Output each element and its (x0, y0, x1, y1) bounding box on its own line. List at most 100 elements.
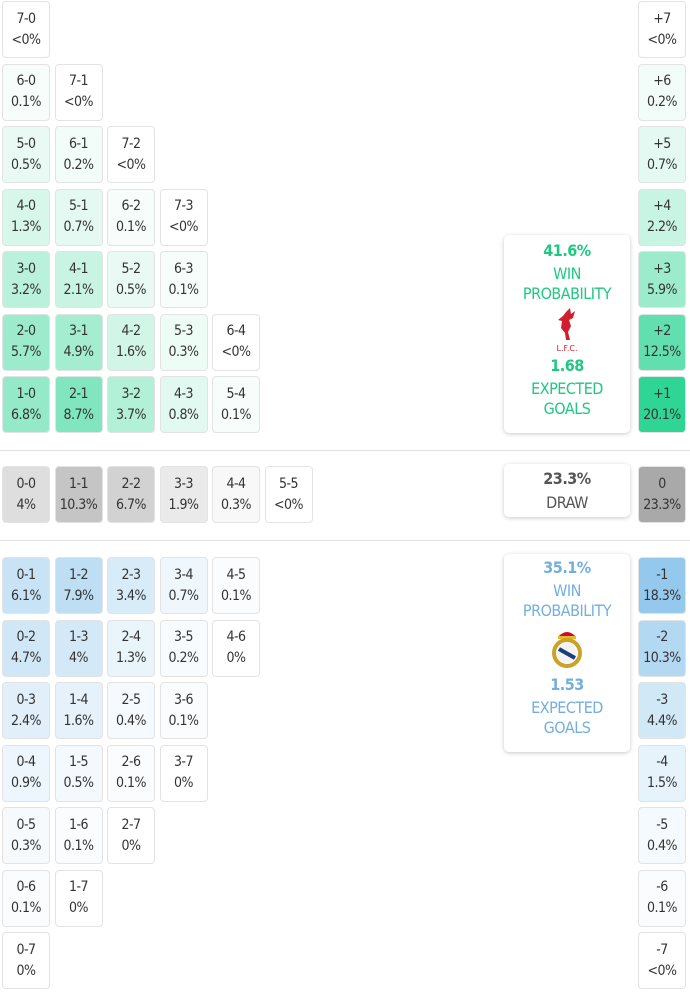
home-xg-label: EXPECTED (531, 379, 603, 398)
probability: 0.5% (116, 281, 147, 298)
probability: <0% (168, 219, 199, 235)
probability: 18.3% (643, 587, 681, 604)
draw-summary-card: 23.3% DRAW (504, 464, 630, 517)
home-win-label: WIN (553, 264, 581, 283)
probability: 0.8% (168, 406, 200, 423)
home-margin-cell: +5 0.7% (638, 126, 686, 183)
probability: 0.5% (63, 775, 95, 791)
probability: 0.4% (647, 837, 678, 854)
away-score-cell: 2-3 3.4% (107, 557, 155, 614)
probability: 0.1% (63, 837, 95, 854)
scoreline: 0-3 (16, 691, 36, 708)
scoreline: 3-1 (68, 323, 89, 339)
home-score-cell: 5-1 0.7% (54, 188, 103, 246)
probability: 10.3% (643, 650, 681, 666)
home-score-cell: 5-2 0.5% (107, 251, 155, 308)
probability: 4.7% (11, 650, 42, 666)
home-score-cell: 6-1 0.2% (54, 126, 103, 183)
probability: 0% (174, 775, 193, 791)
away-margin-cell: -3 4.4% (638, 682, 686, 739)
away-score-cell: 3-5 0.2% (159, 619, 208, 677)
scoreline: -7 (656, 941, 668, 958)
probability: 0.3% (221, 496, 252, 513)
away-score-cell: 0-3 2.4% (2, 682, 50, 739)
home-win-label-2: PROBABILITY (522, 284, 612, 303)
scoreline: 2-0 (16, 323, 36, 339)
scoreline: 3-5 (173, 629, 194, 645)
scoreline: 6-0 (16, 73, 36, 89)
probability: <0% (273, 496, 304, 513)
scoreline: 0-6 (16, 879, 36, 895)
home-score-cell: 3-1 4.9% (54, 313, 103, 371)
home-score-cell: 6-4 <0% (212, 313, 260, 371)
away-margin-cell: -1 18.3% (638, 557, 686, 614)
scoreline: 4-3 (173, 385, 194, 402)
scoreline: 4-4 (226, 475, 246, 492)
probability: 1.6% (116, 344, 147, 360)
draw-score-cell: 3-3 1.9% (159, 466, 208, 523)
draw-label: DRAW (546, 492, 588, 512)
away-score-cell: 0-1 6.1% (2, 557, 50, 614)
scoreline: 5-2 (121, 260, 141, 277)
probability: 2.1% (63, 281, 95, 298)
probability: 0.2% (647, 94, 678, 110)
away-score-cell: 4-6 0% (212, 619, 260, 677)
probability: 0.1% (647, 900, 678, 916)
away-score-cell: 0-4 0.9% (2, 744, 50, 802)
scoreline: 6-4 (226, 323, 246, 339)
scoreline: -4 (656, 754, 668, 770)
scoreline: 0 (658, 475, 666, 492)
scoreline: 1-4 (68, 691, 89, 708)
home-score-cell: 4-0 1.3% (2, 188, 50, 246)
away-win-label-2: PROBABILITY (522, 601, 612, 620)
scoreline: 3-0 (16, 260, 36, 277)
scoreline: 1-1 (68, 475, 89, 492)
scoreline: 7-2 (121, 135, 141, 152)
home-margin-cell: +1 20.1% (638, 376, 686, 433)
scoreline: 3-3 (173, 475, 194, 492)
probability: 0.5% (11, 156, 42, 173)
scoreline: -5 (656, 816, 668, 833)
scoreline: 4-1 (68, 260, 89, 277)
scoreline: 1-2 (68, 566, 89, 583)
scoreline: 0-2 (16, 629, 36, 645)
probability: 6.8% (11, 406, 42, 423)
scoreline: 0-1 (16, 566, 36, 583)
home-xg-label-2: GOALS (543, 399, 591, 418)
probability: 3.2% (11, 281, 42, 298)
scoreline: 4-2 (121, 323, 141, 339)
away-score-cell: 1-5 0.5% (54, 744, 103, 802)
probability: 4% (16, 496, 36, 513)
away-win-pct: 35.1% (543, 558, 591, 577)
real-madrid-crest-icon (550, 625, 584, 675)
scoreline: 0-4 (16, 754, 36, 770)
home-score-cell: 7-1 <0% (54, 63, 103, 121)
away-score-cell: 1-6 0.1% (54, 807, 103, 864)
home-score-cell: 6-2 0.1% (107, 188, 155, 246)
home-win-pct: 41.6% (543, 241, 591, 260)
away-margin-cell: -7 <0% (638, 932, 686, 989)
away-score-cell: 2-5 0.4% (107, 682, 155, 739)
scoreline: +7 (653, 10, 671, 27)
away-xg-label: EXPECTED (531, 698, 603, 717)
probability: 0.3% (11, 837, 42, 854)
scoreline: 4-6 (226, 629, 246, 645)
probability: 1.5% (647, 775, 678, 791)
away-score-cell: 0-2 4.7% (2, 619, 50, 677)
home-score-cell: 1-0 6.8% (2, 376, 50, 433)
home-summary-card: 41.6% WIN PROBABILITY L.F.C. 1.68 EXPECT… (504, 235, 630, 433)
scoreline: 7-3 (173, 198, 194, 214)
away-summary-card: 35.1% WIN PROBABILITY 1.53 EXPECTED GOAL… (504, 554, 630, 752)
probability: 0.2% (63, 156, 95, 173)
probability: 0.1% (11, 94, 42, 110)
probability: <0% (221, 344, 251, 360)
probability: 0.9% (11, 775, 42, 791)
scoreline: -6 (656, 879, 668, 895)
draw-score-cell: 5-5 <0% (264, 466, 313, 523)
scoreline: 3-4 (173, 566, 194, 583)
probability: <0% (63, 94, 94, 110)
probability: 3.4% (116, 587, 147, 604)
away-xg: 1.53 (550, 675, 584, 694)
scoreline: 0-5 (16, 816, 36, 833)
liverpool-crest-icon: L.F.C. (552, 306, 582, 356)
